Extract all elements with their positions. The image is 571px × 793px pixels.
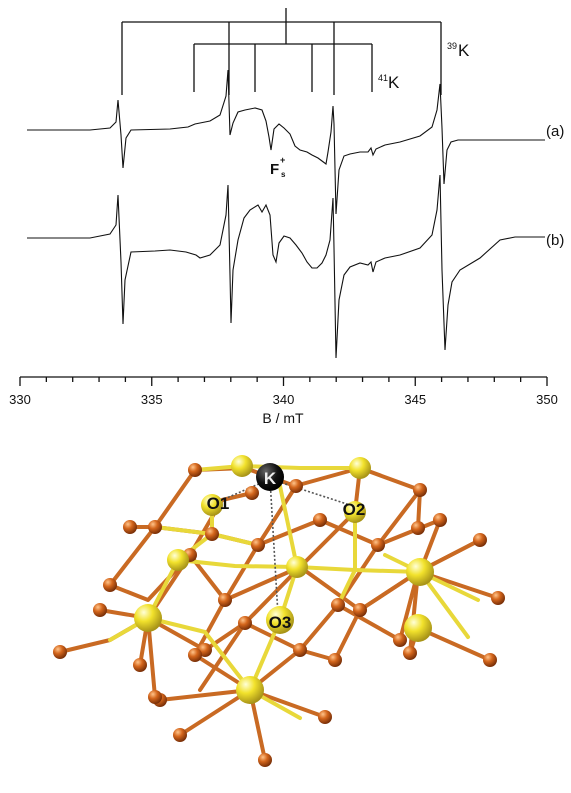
o2-label: O2 xyxy=(343,500,366,519)
metal-atom xyxy=(349,457,371,479)
metal-atom xyxy=(134,604,162,632)
oxygen-atom xyxy=(433,513,447,527)
metal-atom xyxy=(286,556,308,578)
lattice-bond xyxy=(58,616,150,654)
oxygen-atom xyxy=(353,603,367,617)
oxygen-atom xyxy=(53,645,67,659)
x-tick-label: 340 xyxy=(273,392,295,407)
trace-a-label: (a) xyxy=(546,123,564,140)
k41-element-label: K xyxy=(388,73,400,92)
oxygen-atom xyxy=(205,527,219,541)
oxygen-atom xyxy=(258,753,272,767)
lattice-bond xyxy=(146,491,254,620)
metal-atom xyxy=(201,494,223,516)
oxygen-atom xyxy=(103,578,117,592)
oxygen-atom xyxy=(173,728,187,742)
x-tick-label: 350 xyxy=(536,392,558,407)
lattice-bond xyxy=(193,648,337,692)
x-axis-label: B / mT xyxy=(262,410,304,426)
lattice-bond xyxy=(193,484,298,657)
oxygen-atom xyxy=(133,658,147,672)
lattice-bond xyxy=(336,510,357,607)
oxygen-atom xyxy=(313,513,327,527)
metal-atom xyxy=(236,676,264,704)
oxygen-atom xyxy=(483,653,497,667)
oxygen-atom xyxy=(289,479,303,493)
metal-atom xyxy=(231,455,253,477)
oxygen-atom xyxy=(93,603,107,617)
metal-atom xyxy=(406,558,434,586)
oxygen-atom xyxy=(491,591,505,605)
metal-atom xyxy=(167,549,189,571)
oxygen-atom xyxy=(188,648,202,662)
x-tick-label: 345 xyxy=(404,392,426,407)
oxygen-atom xyxy=(393,633,407,647)
crystal-structure: K O1 O2 O3 xyxy=(53,455,505,767)
x-tick-label: 335 xyxy=(141,392,163,407)
fs-center-superscript: + xyxy=(280,155,285,165)
metal-atom xyxy=(404,614,432,642)
metal-atom xyxy=(344,501,366,523)
oxygen-atom xyxy=(371,538,385,552)
oxygen-atom xyxy=(251,538,265,552)
k39-element-label: K xyxy=(458,41,470,60)
oxygen-atom xyxy=(403,646,417,660)
o3-label: O3 xyxy=(269,613,292,632)
epr-spectrum: 39 K 41 K F + s (a) (b) 330 335 340 345 350 … xyxy=(9,8,564,426)
oxygen-atom xyxy=(328,653,342,667)
lattice-bond xyxy=(146,616,252,692)
trace-b xyxy=(27,174,545,359)
oxygen-atom xyxy=(331,598,345,612)
x-axis: 330 335 340 345 350 B / mT xyxy=(9,376,558,426)
metal-atom xyxy=(266,606,294,634)
fs-center-label: F xyxy=(270,161,279,178)
potassium-atom xyxy=(256,463,284,491)
fs-center-subscript: s xyxy=(281,170,286,179)
trace-a xyxy=(27,69,545,215)
lattice-bond xyxy=(193,466,422,492)
lattice-bond xyxy=(158,688,252,702)
oxygen-atom xyxy=(413,483,427,497)
oxygen-atom xyxy=(123,520,137,534)
oxygen-atom xyxy=(188,463,202,477)
x-tick-label: 330 xyxy=(9,392,31,407)
oxygen-atom xyxy=(473,533,487,547)
k39-mass-label: 39 xyxy=(447,41,457,51)
oxygen-atom xyxy=(238,616,252,630)
k41-mass-label: 41 xyxy=(378,73,388,83)
oxygen-atom xyxy=(318,710,332,724)
oxygen-atom xyxy=(148,690,162,704)
oxygen-atom xyxy=(148,520,162,534)
lattice-bond xyxy=(248,484,299,692)
trace-b-label: (b) xyxy=(546,232,564,249)
o1-label: O1 xyxy=(207,494,230,513)
k41-stick-diagram xyxy=(193,22,373,92)
k-atom-label: K xyxy=(264,469,277,488)
oxygen-atom xyxy=(411,521,425,535)
oxygen-atom xyxy=(218,593,232,607)
oxygen-atom xyxy=(245,486,259,500)
oxygen-atom xyxy=(293,643,307,657)
k39-stick-diagram xyxy=(121,8,442,95)
